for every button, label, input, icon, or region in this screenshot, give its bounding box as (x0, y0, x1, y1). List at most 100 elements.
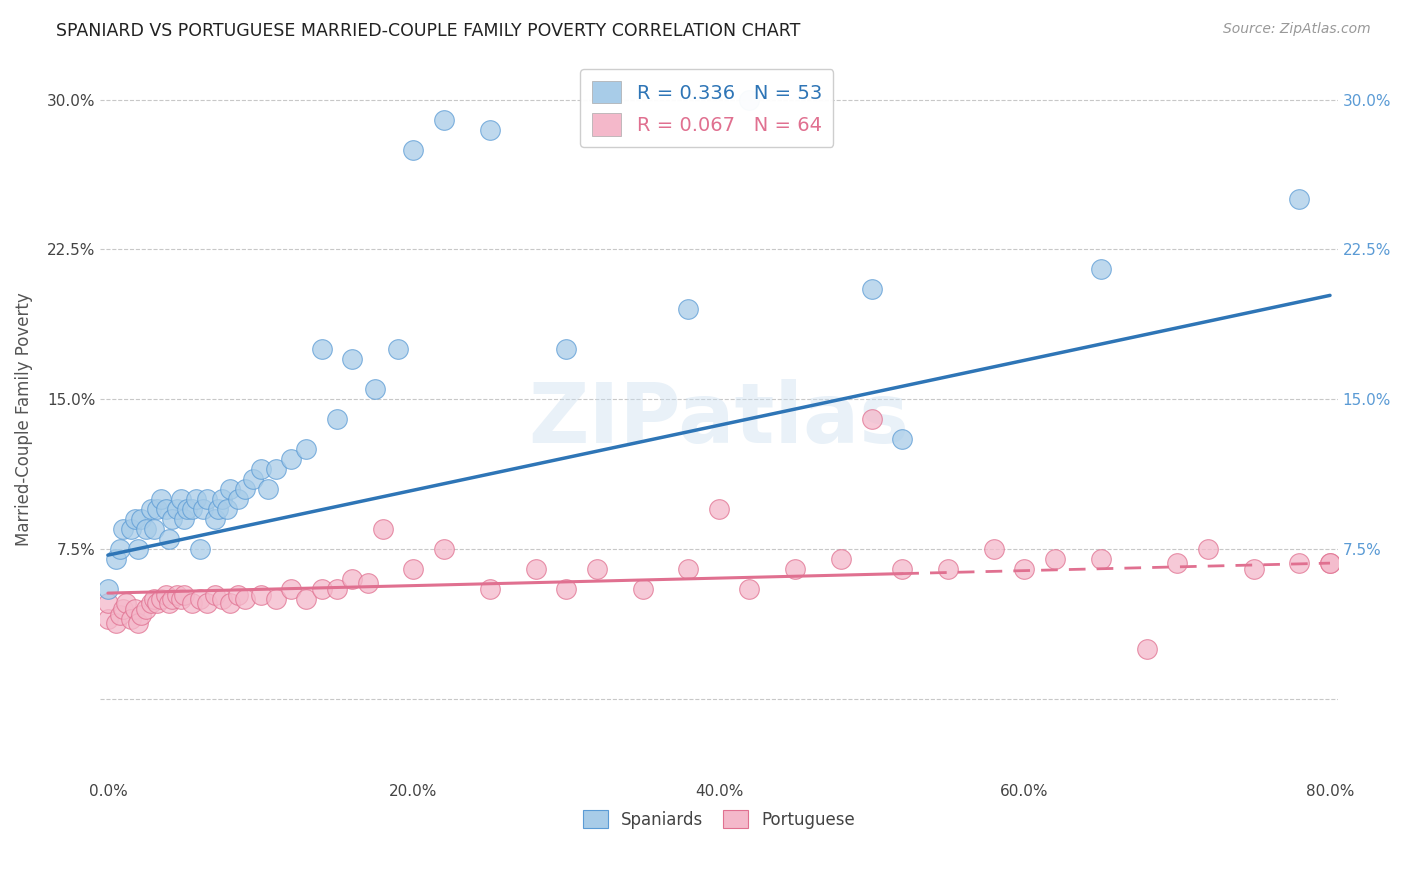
Point (860, 282, 883, 296)
Point (215, 502, 238, 516)
Point (249, 462, 271, 476)
Point (1043, 552, 1066, 566)
Point (631, 582, 654, 596)
Point (188, 542, 211, 557)
Point (678, 562, 700, 576)
Point (342, 352, 364, 367)
Point (180, 502, 202, 516)
Point (219, 482, 242, 496)
Point (188, 592, 211, 607)
Point (1166, 556, 1188, 570)
Point (97, 612, 120, 626)
Point (402, 143, 425, 157)
Point (342, 572, 364, 586)
Point (97, 596, 120, 610)
Point (170, 592, 193, 607)
Point (127, 542, 149, 557)
Text: ZIPatlas: ZIPatlas (529, 379, 910, 459)
Point (264, 592, 287, 607)
Point (280, 452, 302, 467)
Point (131, 512, 153, 526)
Point (402, 562, 425, 576)
Point (891, 562, 914, 576)
Point (127, 616, 149, 631)
Point (176, 502, 198, 516)
Point (146, 596, 169, 610)
Point (707, 502, 730, 516)
Point (211, 492, 233, 507)
Point (195, 492, 218, 507)
Point (785, 562, 807, 576)
Point (142, 592, 165, 607)
Point (157, 532, 180, 546)
Point (891, 432, 914, 446)
Point (211, 592, 233, 607)
Point (155, 588, 177, 602)
Point (249, 588, 271, 602)
Legend: Spaniards, Portuguese: Spaniards, Portuguese (576, 804, 862, 835)
Point (104, 616, 127, 631)
Point (257, 482, 280, 496)
Point (146, 502, 169, 516)
Point (166, 502, 188, 516)
Point (1319, 556, 1341, 570)
Point (120, 522, 142, 536)
Point (131, 608, 153, 623)
Point (1090, 552, 1112, 566)
Point (1014, 562, 1036, 576)
Point (108, 542, 131, 557)
Point (364, 382, 387, 396)
Point (326, 582, 349, 596)
Point (860, 412, 883, 426)
Point (139, 502, 162, 516)
Point (120, 612, 142, 626)
Point (135, 602, 157, 616)
Point (186, 492, 208, 507)
Point (180, 596, 202, 610)
Y-axis label: Married-Couple Family Poverty: Married-Couple Family Poverty (15, 293, 32, 546)
Point (326, 412, 349, 426)
Point (150, 592, 173, 607)
Point (160, 592, 183, 607)
Point (124, 512, 146, 526)
Point (1136, 642, 1159, 657)
Point (160, 512, 183, 526)
Point (371, 522, 394, 536)
Text: SPANIARD VS PORTUGUESE MARRIED-COUPLE FAMILY POVERTY CORRELATION CHART: SPANIARD VS PORTUGUESE MARRIED-COUPLE FA… (56, 22, 800, 40)
Point (173, 512, 195, 526)
Point (387, 343, 409, 357)
Point (115, 596, 138, 610)
Point (191, 502, 214, 516)
Point (1243, 562, 1265, 576)
Point (433, 542, 456, 557)
Point (295, 592, 318, 607)
Point (738, 93, 761, 107)
Point (555, 343, 578, 357)
Point (235, 482, 257, 496)
Point (157, 596, 180, 610)
Point (112, 522, 135, 536)
Point (204, 512, 226, 526)
Point (204, 588, 226, 602)
Point (524, 562, 547, 576)
Point (830, 552, 852, 566)
Point (264, 462, 287, 476)
Point (1288, 193, 1310, 207)
Point (135, 522, 157, 536)
Point (170, 492, 193, 507)
Point (555, 582, 578, 596)
Point (678, 302, 700, 317)
Point (219, 596, 242, 610)
Point (112, 602, 135, 616)
Point (356, 576, 378, 591)
Point (108, 608, 131, 623)
Point (1288, 556, 1310, 570)
Point (311, 343, 333, 357)
Point (207, 502, 229, 516)
Point (242, 472, 264, 486)
Point (936, 562, 959, 576)
Point (983, 542, 1005, 557)
Text: Source: ZipAtlas.com: Source: ZipAtlas.com (1223, 22, 1371, 37)
Point (585, 562, 607, 576)
Point (155, 502, 177, 516)
